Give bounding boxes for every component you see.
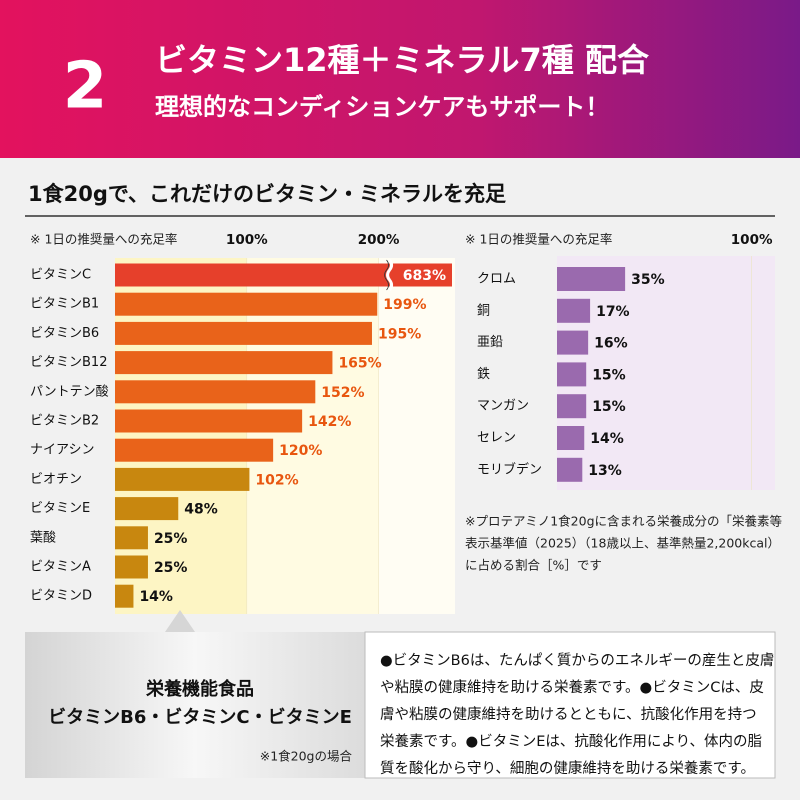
label-subtitle: ビタミンB6・ビタミンC・ビタミンE [48,707,352,728]
axis-break [384,259,389,291]
description-line: ●ビタミンB6は、たんぱく質からのエネルギーの産生と皮膚 [380,651,774,669]
bar [115,584,134,608]
category-label: ビタミンB6 [30,326,99,341]
value-label: 152% [321,385,364,401]
value-label: 195% [378,326,421,342]
section-title: 1食20gで、これだけのビタミン・ミネラルを充足 [28,182,506,206]
chart-zone [246,258,379,614]
header-band [0,0,800,158]
value-label: 14% [590,431,624,447]
value-label: 25% [154,560,188,576]
category-label: 鉄 [477,367,490,382]
category-label: ナイアシン [30,443,94,458]
label-box [25,632,365,778]
category-label: ビタミンB2 [30,414,99,429]
value-label: 120% [279,443,322,459]
bar [557,267,626,291]
bar [115,351,333,375]
header-subtitle: 理想的なコンディションケアもサポート！ [155,93,609,121]
description-box [364,631,776,779]
value-label: 14% [139,589,173,605]
footnote: ※プロテアミノ1食20gに含まれる栄養成分の「栄養素等 [465,514,782,529]
value-label: 683% [403,268,446,284]
category-label: 亜鉛 [477,335,503,350]
bar [115,409,303,433]
chart-zone [557,256,752,490]
value-label: 165% [338,356,381,372]
chart-subtitle: ※ 1日の推奨量への充足率 [30,232,177,247]
category-label: ビタミンC [30,268,91,283]
bar [115,438,274,462]
chart-subtitle: ※ 1日の推奨量への充足率 [465,232,612,247]
category-label: ビタミンE [30,501,90,516]
x-tick-label: 100% [731,232,773,248]
bar [557,426,585,450]
category-label: モリブデン [477,461,542,477]
bar [115,555,148,579]
header-number: 2 [63,50,108,124]
label-title: 栄養機能食品 [145,678,254,700]
description-line: 膚や粘膜の健康維持を助けるとともに、抗酸化作用を持つ [380,706,757,723]
pointer [165,610,195,632]
bar [557,298,591,323]
value-label: 102% [255,472,298,488]
value-label: 13% [588,463,622,479]
category-label: 葉酸 [30,530,56,545]
bar [115,467,250,491]
value-label: 15% [592,367,626,383]
bar [115,380,316,404]
bar [115,526,148,550]
chart-zone [115,258,247,614]
value-label: 35% [631,272,665,288]
footnote: に占める割合［%］です [465,558,602,573]
bar [115,321,372,345]
bar [115,497,179,521]
description-line: や粘膜の健康維持を助ける栄養素です。●ビタミンCは、皮 [380,678,764,696]
value-label: 16% [594,336,628,352]
category-label: ビタミンA [30,560,91,575]
bar [557,457,583,482]
value-label: 199% [383,297,426,313]
category-label: ビタミンB1 [30,297,99,312]
category-label: クロム [477,272,516,287]
category-label: セレン [477,431,516,446]
value-label: 15% [592,399,626,415]
category-label: マンガン [477,399,529,414]
category-label: ビタミンB12 [30,355,107,370]
header-title: ビタミン12種＋ミネラル7種 配合 [155,41,649,79]
value-label: 48% [184,502,218,518]
label-note: ※1食20gの場合 [260,749,353,764]
bar [115,292,378,316]
bar [557,394,587,419]
x-tick-label: 200% [358,232,400,248]
category-label: 銅 [477,303,490,318]
chart-zone [378,258,455,614]
bar [557,362,587,387]
category-label: ビオチン [30,472,82,487]
bar [115,263,452,287]
charts: ※ 1日の推奨量への充足率 100% 200% ビタミンC 683% ビタミンB1 199%… [30,232,775,614]
footnote: 表示基準値（2025）（18歳以上、基準熱量2,200kcal） [465,536,780,551]
value-label: 17% [596,304,630,320]
bar [557,330,589,355]
description-line: 質を酸化から守り、細胞の健康維持を助ける栄養素です。 [380,759,755,777]
value-label: 25% [154,531,188,547]
chart-zone [751,256,775,490]
category-label: パントテン酸 [30,384,109,399]
x-tick-label: 100% [226,232,268,248]
value-label: 142% [308,414,351,430]
axis-break [386,259,394,291]
category-label: ビタミンD [30,589,92,604]
description-line: 栄養素です。●ビタミンEは、抗酸化作用により、体内の脂 [380,732,762,750]
